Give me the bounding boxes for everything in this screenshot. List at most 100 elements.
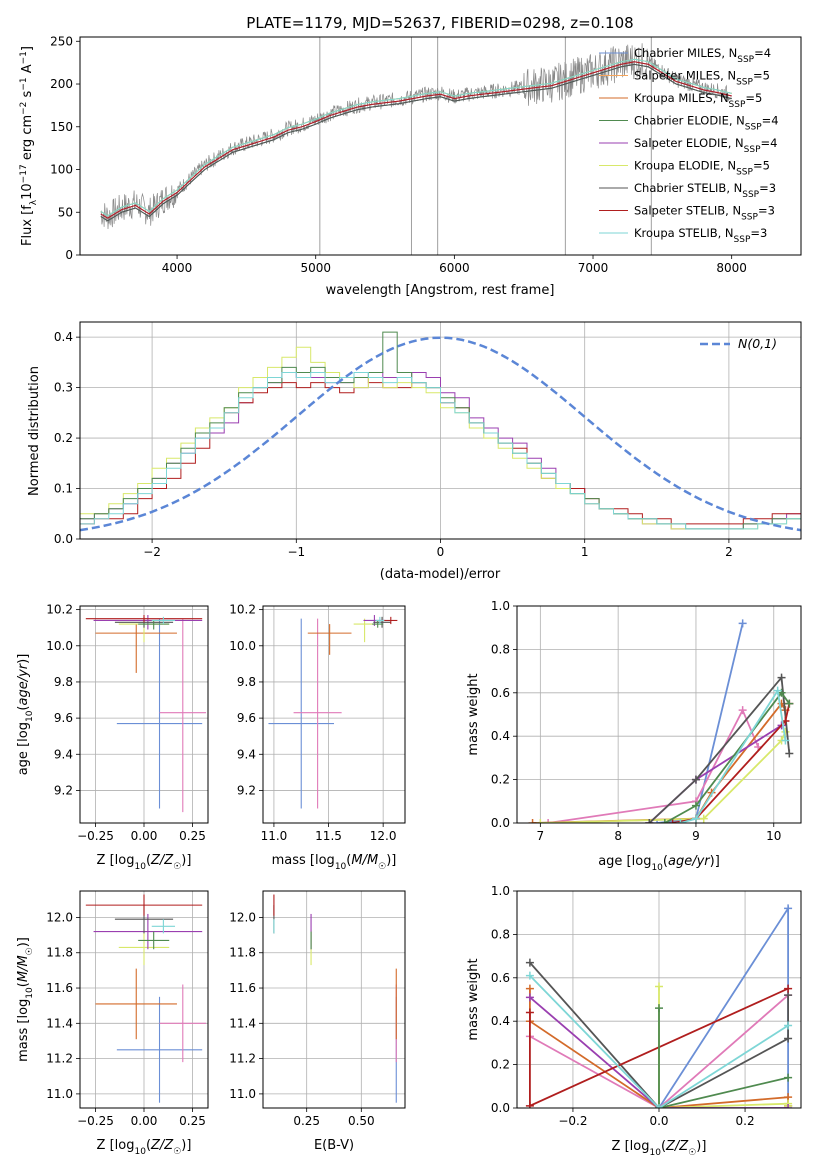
weight-line <box>658 1008 789 1108</box>
x-tick-label: 8000 <box>716 261 747 275</box>
model-line <box>100 61 732 219</box>
y-tick-label: 0.6 <box>491 686 510 700</box>
weight-series <box>544 706 763 823</box>
plus-marker <box>784 1073 793 1082</box>
y-tick-label: 11.0 <box>229 1087 256 1101</box>
plot-area-mass-ebv <box>273 894 397 1103</box>
x-tick-label: 4000 <box>162 261 193 275</box>
x-tick-label: 0.00 <box>131 1114 158 1128</box>
plus-marker <box>785 699 794 708</box>
plus-marker <box>668 819 677 823</box>
y-tick-label: 9.8 <box>54 675 73 689</box>
weight-line <box>680 688 787 823</box>
histogram-series <box>80 372 801 530</box>
x-tick-label: 0.25 <box>179 829 206 843</box>
y-axis-label: Normed distribution <box>27 366 42 496</box>
model-line <box>100 63 732 222</box>
x-tick-label: 0 <box>437 545 445 559</box>
errorbar-point <box>95 624 177 673</box>
legend-entry: Salpeter ELODIE, NSSP=4 <box>634 136 777 155</box>
y-tick-label: 10.0 <box>229 639 256 653</box>
errorbar-point <box>138 620 170 630</box>
legend-entry: Kroupa ELODIE, NSSP=5 <box>634 159 770 178</box>
plus-marker <box>655 1104 663 1108</box>
axes-weight-vs-metallicity: −0.2 0.0 0.2 0.0 0.2 0.4 0.6 0.8 1.0 Z [log10(Z/Z… <box>466 884 802 1158</box>
weight-line <box>658 986 789 1108</box>
plot-area-mass-metallicity <box>85 894 207 1103</box>
errorbar-point <box>268 618 334 809</box>
plot-area-age-mass <box>268 615 398 809</box>
weight-series <box>525 971 793 1108</box>
y-tick-label: 11.4 <box>229 1016 256 1030</box>
plus-marker <box>784 1021 793 1030</box>
observed-spectrum-line <box>100 43 732 230</box>
axes-mass-metallicity: −0.25 0.00 0.25 11.0 11.2 11.4 11.6 11.8 12.0 Z [… <box>16 890 209 1157</box>
y-tick-label: 11.8 <box>46 946 73 960</box>
axes-frame <box>79 605 209 824</box>
y-tick-label: 11.8 <box>229 946 256 960</box>
errorbar-point <box>293 618 342 809</box>
y-tick-label: 9.4 <box>54 747 73 761</box>
axes-frame <box>516 890 802 1109</box>
y-tick-label: 12.0 <box>46 910 73 924</box>
plus-marker <box>699 814 708 823</box>
y-tick-label: 50 <box>58 205 73 219</box>
plus-marker <box>691 814 700 823</box>
errorbar-point <box>85 615 203 623</box>
errorbar-point <box>375 616 385 625</box>
y-tick-label: 0.0 <box>491 816 510 830</box>
axes-frame <box>262 890 406 1109</box>
y-tick-label: 9.4 <box>237 747 256 761</box>
weight-series <box>653 619 747 823</box>
x-tick-label: 10 <box>766 829 781 843</box>
plus-marker <box>525 958 534 967</box>
plot-area-weight-vs-age <box>528 619 794 823</box>
legend-entry: Kroupa MILES, NSSP=5 <box>634 91 762 110</box>
plot-area-weight-vs-metallicity <box>525 904 793 1108</box>
x-axis-label: Z [log10(Z/Z☉)] <box>97 853 192 872</box>
legend-entry: Salpeter STELIB, NSSP=3 <box>634 204 775 223</box>
y-tick-label: 250 <box>50 34 73 48</box>
x-tick-label: 0.25 <box>293 1114 320 1128</box>
y-tick-label: 10.2 <box>229 603 256 617</box>
y-tick-label: 0.2 <box>491 1058 510 1072</box>
plus-marker <box>738 706 747 715</box>
legend-entry: Salpeter MILES, NSSP=5 <box>634 69 770 88</box>
plus-marker <box>525 1008 534 1017</box>
y-axis-label: mass [log10(M/M☉)] <box>16 937 35 1062</box>
y-tick-label: 11.6 <box>229 981 256 995</box>
weight-line <box>672 703 791 823</box>
plus-marker <box>781 727 790 736</box>
weight-series <box>676 686 790 823</box>
axes-residuals: −2 −1 0 1 2 0.0 0.1 0.2 0.3 0.4 (data-model)/error… <box>27 321 802 582</box>
weight-series <box>528 699 790 823</box>
axes-frame <box>262 605 406 824</box>
axes-age-metallicity: −0.25 0.00 0.25 9.2 9.4 9.6 9.8 10.0 10.2 Z [log1… <box>16 603 209 872</box>
legend-entry: N(0,1) <box>738 336 777 351</box>
errorbar-point <box>151 919 176 934</box>
errorbar-point <box>159 984 207 1063</box>
y-tick-label: 0.4 <box>491 729 510 743</box>
x-tick-label: 7 <box>537 829 545 843</box>
x-tick-label: −0.25 <box>77 829 114 843</box>
x-tick-label: 5000 <box>300 261 331 275</box>
errorbar-point <box>307 624 352 655</box>
plus-marker <box>691 775 700 784</box>
weight-line <box>540 731 787 823</box>
y-axis-label: age [log10(age/yr)] <box>16 654 35 776</box>
plus-marker <box>525 1101 534 1108</box>
errorbar-point <box>116 996 203 1103</box>
weight-line <box>664 691 791 823</box>
x-tick-label: 2 <box>725 545 733 559</box>
x-tick-label: −1 <box>287 545 305 559</box>
model-line <box>100 58 732 217</box>
weight-line <box>658 905 789 1108</box>
plus-marker <box>525 984 534 993</box>
y-tick-label: 9.8 <box>237 675 256 689</box>
x-axis-label: wavelength [Angstrom, rest frame] <box>326 283 555 298</box>
x-tick-label: −0.25 <box>77 1114 114 1128</box>
x-tick-label: 12.0 <box>370 829 397 843</box>
y-tick-label: 12.0 <box>229 910 256 924</box>
y-tick-label: 11.4 <box>46 1016 73 1030</box>
